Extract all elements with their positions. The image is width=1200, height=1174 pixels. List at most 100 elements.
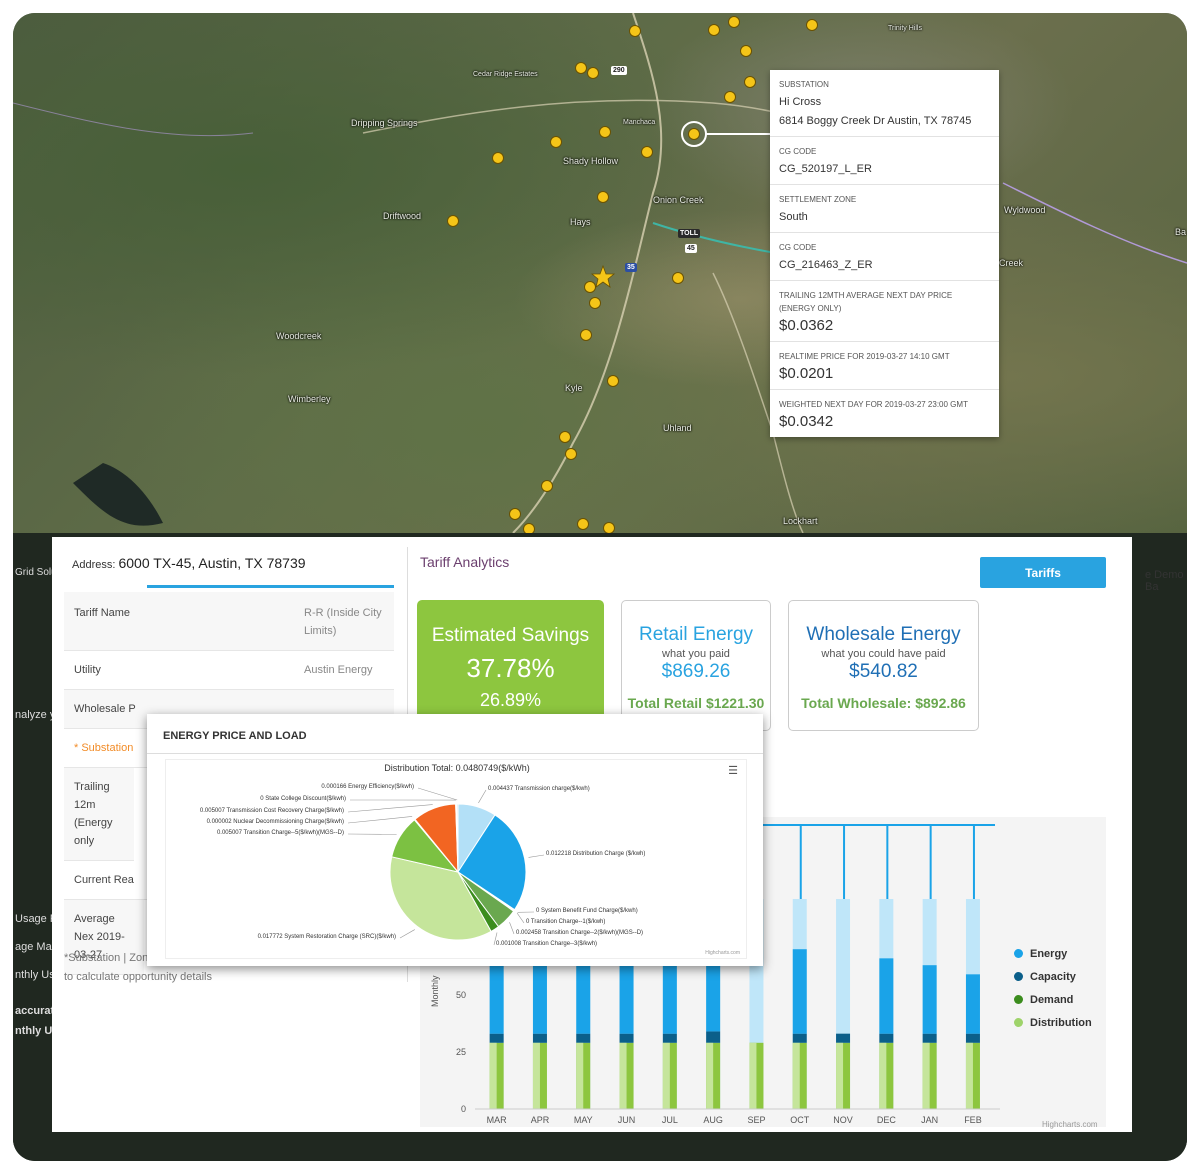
x-tick-label: MAY [574, 1115, 593, 1125]
x-tick-label: JUL [662, 1115, 678, 1125]
legend-dot [1014, 949, 1023, 958]
weighted-price-value: $0.0342 [779, 413, 834, 430]
bar-energy [792, 949, 807, 1034]
tariff-info-table: Tariff Name R-R (Inside City Limits) Uti… [64, 592, 394, 975]
substation-pin[interactable] [589, 297, 601, 309]
substation-pin[interactable] [724, 91, 736, 103]
bar-capacity [792, 1033, 807, 1043]
pie-chart-svg [347, 787, 545, 946]
place-label: Shady Hollow [563, 156, 619, 166]
highway-shield: 35 [625, 263, 637, 272]
realtime-price-section: REALTIME PRICE FOR 2019-03-27 14:10 GMT … [770, 342, 999, 390]
cg-code-section: CG CODE CG_520197_L_ER [770, 137, 999, 185]
savings-title: Estimated Savings [431, 625, 590, 646]
substation-pin[interactable] [728, 16, 740, 28]
substation-name: Hi Cross [779, 96, 822, 108]
substation-label: SUBSTATION [779, 80, 829, 89]
place-label: Kyle [565, 383, 583, 393]
substation-pin[interactable] [541, 480, 553, 492]
pie-chart-title: Distribution Total: 0.0480749($/kWh) [384, 763, 530, 773]
row-key: Average Nex 2019-03-27 [74, 913, 125, 961]
place-label: Wimberley [288, 394, 331, 404]
pie-connector [417, 787, 458, 801]
substation-pin[interactable] [587, 67, 599, 79]
highway-shield: 290 [611, 66, 627, 75]
substation-pin[interactable] [492, 152, 504, 164]
trailing-price-value: $0.0362 [779, 317, 834, 334]
cg-code-label: CG CODE [779, 147, 817, 156]
realtime-price-value: $0.0201 [779, 365, 834, 382]
substation-pin[interactable] [629, 25, 641, 37]
substation-pin[interactable] [580, 329, 592, 341]
table-row: Average Nex 2019-03-27 [64, 900, 144, 975]
x-tick-label: JUN [618, 1115, 636, 1125]
substation-pin[interactable] [575, 62, 587, 74]
table-row: Tariff Name R-R (Inside City Limits) [64, 592, 394, 651]
pie-connector [347, 816, 413, 824]
legend-item[interactable]: Capacity [1014, 965, 1092, 988]
bar-capacity [836, 1033, 851, 1043]
substation-pin[interactable] [740, 45, 752, 57]
tariffs-button[interactable]: Tariffs [980, 557, 1106, 588]
chart-credit[interactable]: Highcharts.com [1042, 1120, 1098, 1129]
pie-connector [528, 854, 545, 858]
wholesale-title: Wholesale Energy [806, 624, 961, 645]
y-tick-label: 25 [456, 1047, 466, 1057]
substation-pin[interactable] [641, 146, 653, 158]
substation-pin[interactable] [597, 191, 609, 203]
legend-item[interactable]: Distribution [1014, 1011, 1092, 1034]
substation-pin[interactable] [599, 126, 611, 138]
row-key: Tariff Name [74, 607, 131, 619]
substation-pin[interactable] [447, 215, 459, 227]
pie-connector [493, 932, 498, 946]
x-tick-label: DEC [877, 1115, 897, 1125]
legend-label: Demand [1030, 993, 1074, 1006]
pie-chart-credit[interactable]: Highcharts.com [705, 950, 740, 956]
pie-slice-label: 0.012218 Distribution Charge ($/kwh) [546, 851, 646, 857]
bar-distribution-shade [706, 1042, 714, 1109]
substation-pin[interactable] [708, 24, 720, 36]
substation-pin[interactable] [672, 272, 684, 284]
bg-logo-text: Grid Solu [15, 567, 57, 578]
trailing-price-label: TRAILING 12mth AVERAGE NEXT DAY PRICE (E… [779, 291, 953, 313]
pie-slice [389, 856, 492, 941]
chart-menu-icon[interactable]: ☰ [728, 765, 738, 777]
bar-distribution-shade [792, 1042, 800, 1109]
pie-slice-label: 0.000002 Nuclear Decommissioning Charge(… [206, 819, 344, 825]
substation-pin[interactable] [577, 518, 589, 530]
substation-pin[interactable] [550, 136, 562, 148]
x-tick-label: MAR [487, 1115, 508, 1125]
address-value: 6000 TX-45, Austin, TX 78739 [118, 555, 306, 571]
settlement-zone-value: South [779, 211, 808, 223]
pie-slice-label: 0 State College Discount($/kwh) [260, 796, 346, 802]
substation-pin[interactable] [584, 281, 596, 293]
address-tab-indicator [147, 585, 394, 588]
substation-pin-selected[interactable] [688, 128, 700, 140]
bar-distribution-shade [619, 1042, 627, 1109]
place-label: Cedar Ridge Estates [473, 71, 538, 78]
place-label: Uhland [663, 423, 692, 433]
settlement-zone-label: SETTLEMENT ZONE [779, 195, 857, 204]
place-label: Trinity Hills [888, 25, 922, 32]
substation-pin[interactable] [509, 508, 521, 520]
bar-distribution-shade [749, 1042, 757, 1109]
substation-pin[interactable] [565, 448, 577, 460]
bg-text: nalyze yo [15, 709, 62, 721]
bar-energy [922, 965, 937, 1034]
legend-item[interactable]: Demand [1014, 988, 1092, 1011]
place-label: Woodcreek [276, 331, 322, 341]
bar-energy [532, 949, 547, 1034]
substation-pin[interactable] [806, 19, 818, 31]
legend-item[interactable]: Energy [1014, 942, 1092, 965]
substation-pin[interactable] [607, 375, 619, 387]
pie-connector [509, 922, 515, 935]
map-view[interactable]: Dripping Springs Shady Hollow Driftwood … [13, 13, 1187, 535]
pie-slice-label: 0.005007 Transmission Cost Recovery Char… [199, 808, 344, 814]
substation-pin[interactable] [559, 431, 571, 443]
substation-pin[interactable] [744, 76, 756, 88]
bar-energy [619, 949, 634, 1034]
cg-code-value: CG_520197_L_ER [779, 163, 872, 175]
wholesale-total: Total Wholesale: $892.86 [801, 695, 966, 711]
legend-dot [1014, 1018, 1023, 1027]
cg-code-label: CG CODE [779, 243, 817, 252]
